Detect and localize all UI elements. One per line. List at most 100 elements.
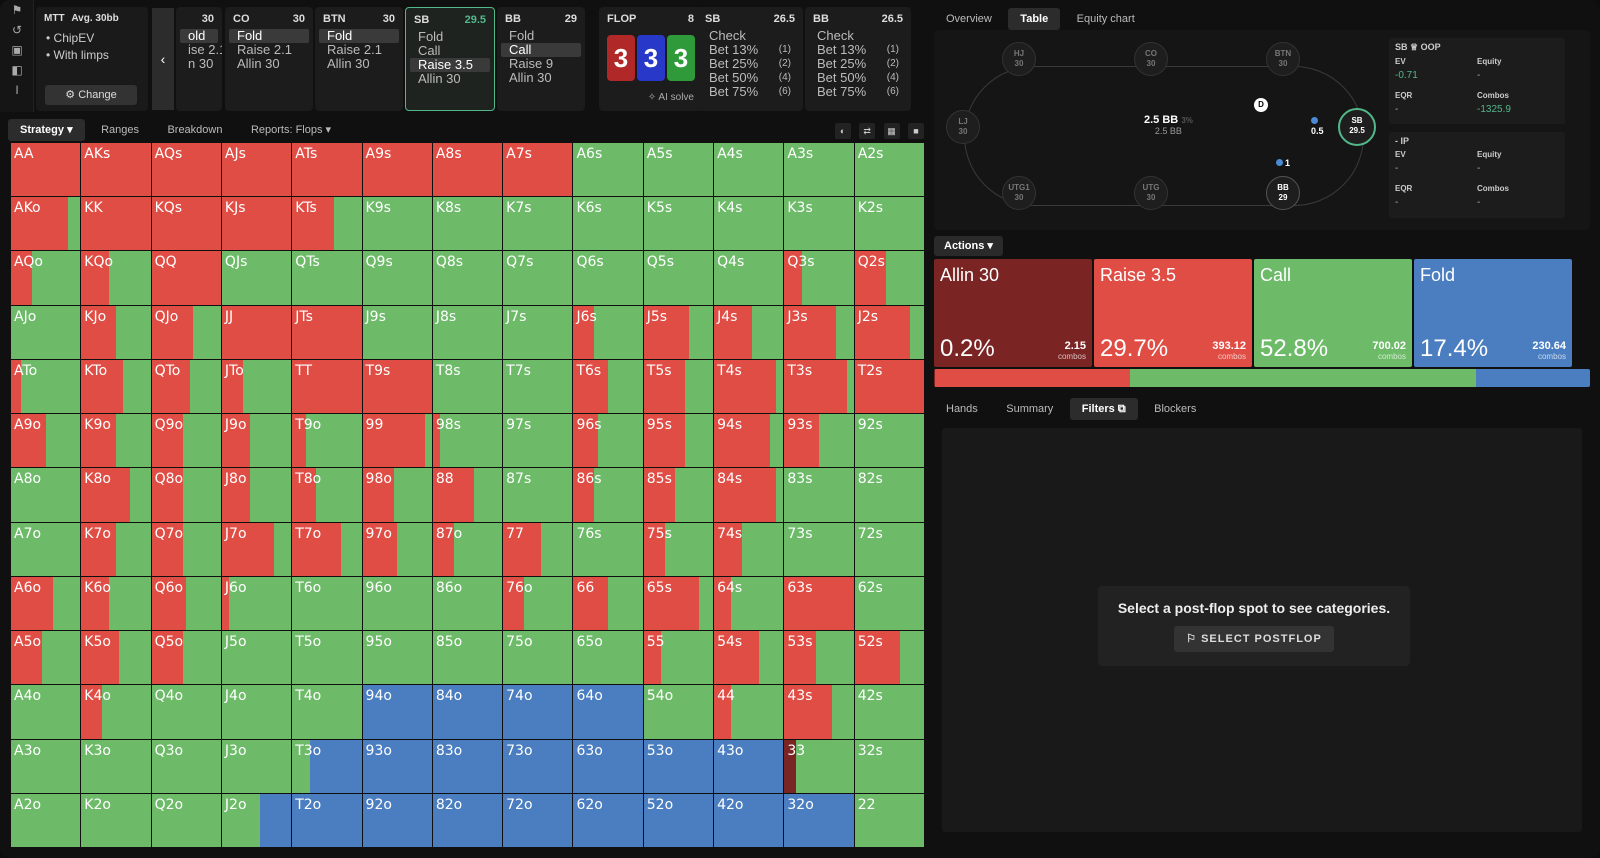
hand-cell[interactable]: AA xyxy=(11,143,81,197)
hand-cell[interactable]: 72o xyxy=(503,793,573,847)
hand-cell[interactable]: 84o xyxy=(432,685,503,739)
hand-cell[interactable]: 77 xyxy=(503,522,573,576)
action-option[interactable]: Bet 50% (4) xyxy=(701,71,799,85)
actions-dropdown[interactable]: Actions ▾ xyxy=(934,236,1003,256)
tab-overview[interactable]: Overview xyxy=(946,13,992,25)
action-raise[interactable]: Raise 3.5 29.7% 393.12 combos xyxy=(1094,259,1252,367)
hand-cell[interactable]: 43o xyxy=(714,739,784,793)
action-option[interactable]: Allin 30 xyxy=(501,71,581,85)
hand-cell[interactable]: KJo xyxy=(81,305,151,359)
hand-cell[interactable]: Q4o xyxy=(151,685,221,739)
hand-cell[interactable]: AKo xyxy=(11,197,81,251)
hand-cell[interactable]: K6o xyxy=(81,576,151,631)
hand-cell[interactable]: 43s xyxy=(784,685,854,739)
hand-cell[interactable]: K7o xyxy=(81,522,151,576)
hand-cell[interactable]: T9s xyxy=(362,359,432,414)
hand-cell[interactable]: QTs xyxy=(292,251,362,305)
hand-cell[interactable]: J3o xyxy=(221,739,292,793)
hand-cell[interactable]: 54o xyxy=(643,685,714,739)
history-icon[interactable]: ↺ xyxy=(11,23,23,37)
grid-icon[interactable]: ▦ xyxy=(883,123,900,139)
seat-sb[interactable]: SB 29.5 xyxy=(1338,108,1376,146)
hand-cell[interactable]: K8o xyxy=(81,468,151,522)
hand-cell[interactable]: T7s xyxy=(503,359,573,414)
hand-cell[interactable]: K4s xyxy=(714,197,784,251)
seat-utg[interactable]: UTG 30 xyxy=(1134,176,1168,210)
action-allin[interactable]: Allin 30 0.2% 2.15 combos xyxy=(934,259,1092,367)
hand-cell[interactable]: 44 xyxy=(714,685,784,739)
hand-cell[interactable]: A7o xyxy=(11,522,81,576)
action-option[interactable]: Raise 3.5 xyxy=(410,58,490,72)
hand-cell[interactable]: K2s xyxy=(854,197,924,251)
hand-cell[interactable]: T2s xyxy=(854,359,924,414)
seat-utg1[interactable]: UTG1 30 xyxy=(1002,176,1036,210)
hand-cell[interactable]: 74o xyxy=(503,685,573,739)
hand-cell[interactable]: A8o xyxy=(11,468,81,522)
hand-cell[interactable]: K5s xyxy=(643,197,714,251)
action-option[interactable]: Call xyxy=(410,44,490,58)
hand-cell[interactable]: A6o xyxy=(11,576,81,631)
hand-cell[interactable]: 94o xyxy=(362,685,432,739)
tab-blockers[interactable]: Blockers xyxy=(1154,403,1197,415)
action-option[interactable]: Call xyxy=(501,43,581,57)
hand-cell[interactable]: JJ xyxy=(221,305,292,359)
seat-btn[interactable]: BTN 30 xyxy=(1266,42,1300,76)
hand-cell[interactable]: 99 xyxy=(362,414,432,468)
change-button[interactable]: ⚙ Change xyxy=(45,85,137,105)
hand-cell[interactable]: 42o xyxy=(714,793,784,847)
hand-cell[interactable]: J4o xyxy=(221,685,292,739)
action-option[interactable]: Fold xyxy=(501,29,581,43)
hand-cell[interactable]: K9s xyxy=(362,197,432,251)
hand-cell[interactable]: 96s xyxy=(573,414,643,468)
position-card-bb2[interactable]: BB 26.5 Check Bet 13% (1) Bet 25% (2) Bet 50% (4… xyxy=(805,7,911,111)
hand-cell[interactable]: 84s xyxy=(714,468,784,522)
hand-cell[interactable]: 76s xyxy=(573,522,643,576)
hand-cell[interactable]: 52s xyxy=(854,631,924,685)
ai-solve-button[interactable]: ✧ AI solve xyxy=(648,92,694,103)
hand-cell[interactable]: 96o xyxy=(362,576,432,631)
hand-cell[interactable]: 97s xyxy=(503,414,573,468)
hand-cell[interactable]: T9o xyxy=(292,414,362,468)
hand-cell[interactable]: TT xyxy=(292,359,362,414)
hand-cell[interactable]: 62s xyxy=(854,576,924,631)
hand-cell[interactable]: K5o xyxy=(81,631,151,685)
hand-cell[interactable]: J6o xyxy=(221,576,292,631)
hand-cell[interactable]: K7s xyxy=(503,197,573,251)
hand-cell[interactable]: A4o xyxy=(11,685,81,739)
hand-cell[interactable]: Q5s xyxy=(643,251,714,305)
action-option[interactable]: Raise 9 xyxy=(501,57,581,71)
hand-cell[interactable]: Q8s xyxy=(432,251,503,305)
hand-cell[interactable]: K8s xyxy=(432,197,503,251)
hand-cell[interactable]: AQs xyxy=(151,143,221,197)
hand-cell[interactable]: K6s xyxy=(573,197,643,251)
hand-cell[interactable]: ATo xyxy=(11,359,81,414)
hand-cell[interactable]: 62o xyxy=(573,793,643,847)
hand-cell[interactable]: JTo xyxy=(221,359,292,414)
action-option[interactable]: n 30 xyxy=(180,57,218,71)
action-option[interactable]: Check xyxy=(809,29,907,43)
tab-filters[interactable]: Filters ⧉ xyxy=(1069,398,1138,420)
hand-cell[interactable]: 93s xyxy=(784,414,854,468)
action-option[interactable]: Bet 75% (6) xyxy=(809,85,907,99)
hand-cell[interactable]: T5s xyxy=(643,359,714,414)
hand-cell[interactable]: 73s xyxy=(784,522,854,576)
hand-cell[interactable]: A7s xyxy=(503,143,573,197)
hand-cell[interactable]: 86o xyxy=(432,576,503,631)
action-option[interactable]: old xyxy=(180,29,218,43)
bookmark-icon[interactable]: ⚑ xyxy=(11,3,23,17)
hand-cell[interactable]: 83o xyxy=(432,739,503,793)
hand-cell[interactable]: AJo xyxy=(11,305,81,359)
hand-cell[interactable]: T6s xyxy=(573,359,643,414)
gamepad-icon[interactable]: ◧ xyxy=(11,63,23,77)
hand-cell[interactable]: QJo xyxy=(151,305,221,359)
hand-cell[interactable]: J5s xyxy=(643,305,714,359)
hand-cell[interactable]: 52o xyxy=(643,793,714,847)
hand-cell[interactable]: 86s xyxy=(573,468,643,522)
hand-cell[interactable]: K3s xyxy=(784,197,854,251)
hand-cell[interactable]: Q3s xyxy=(784,251,854,305)
hand-cell[interactable]: ATs xyxy=(292,143,362,197)
hand-cell[interactable]: 32o xyxy=(784,793,854,847)
hand-cell[interactable]: 92s xyxy=(854,414,924,468)
contrast-icon[interactable]: ◐ xyxy=(834,123,851,139)
